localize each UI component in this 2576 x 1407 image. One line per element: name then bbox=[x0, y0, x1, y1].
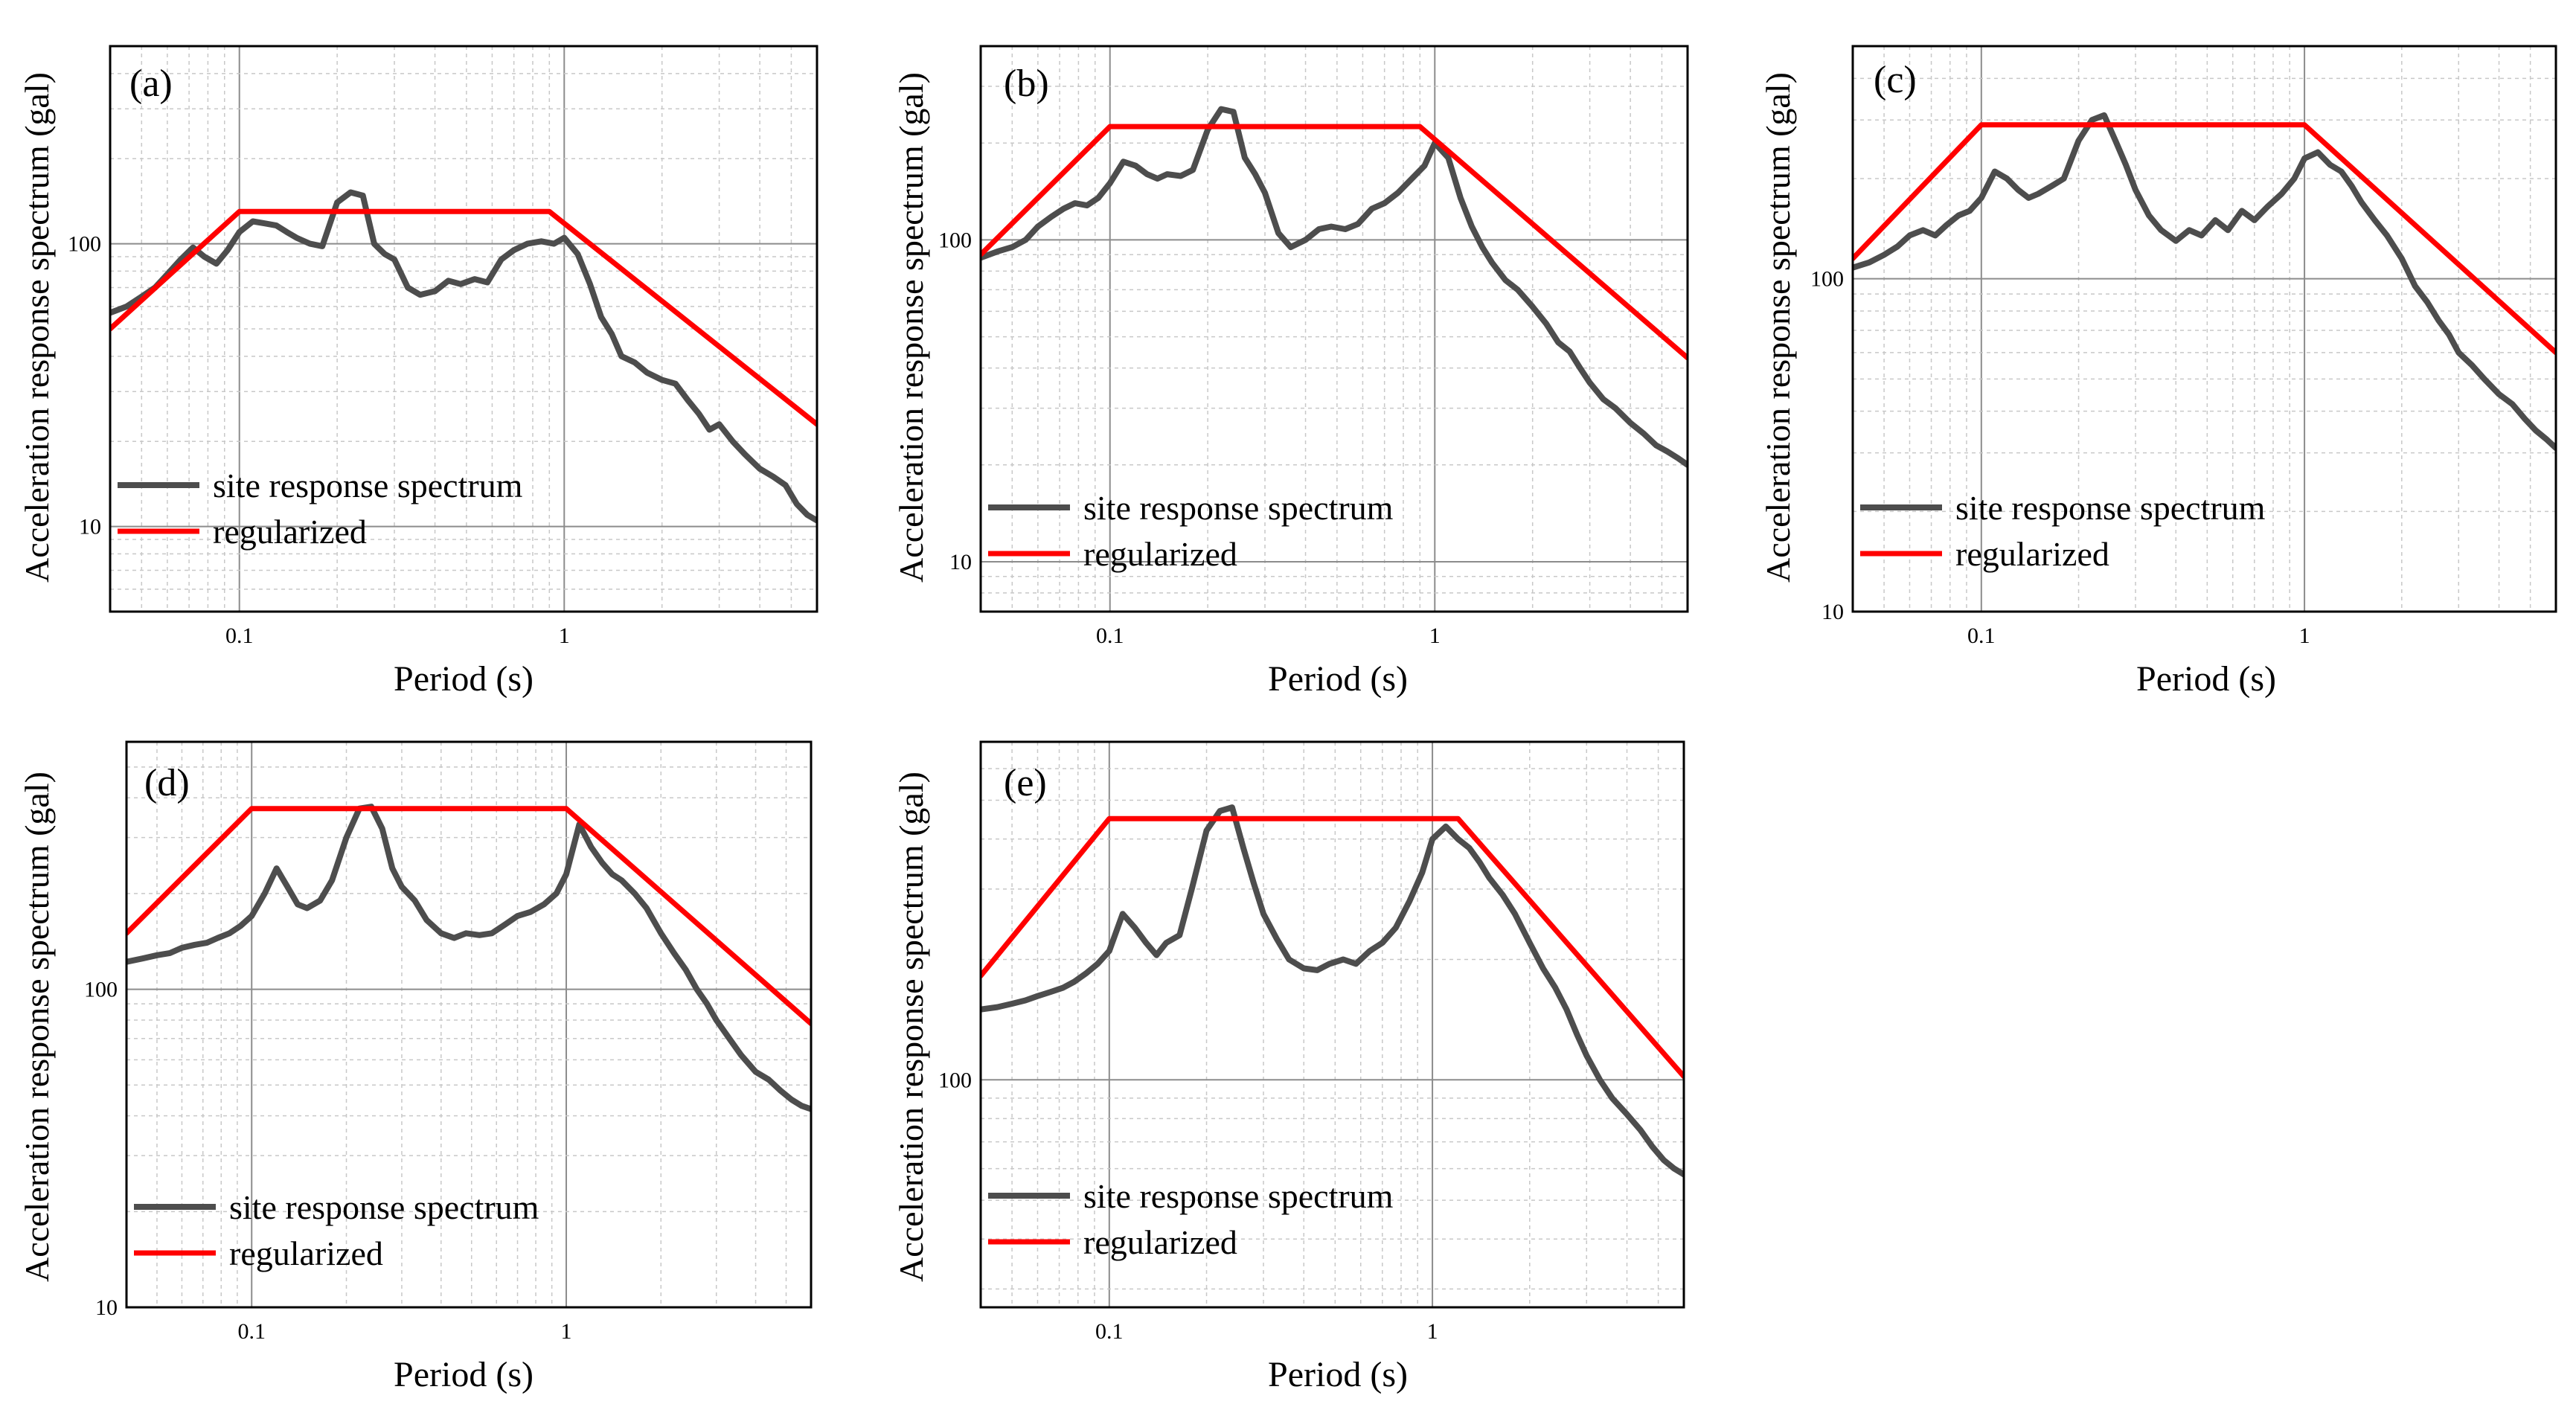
series-line-regularized-b bbox=[981, 124, 1688, 361]
legend-label-regularized: regularized bbox=[1083, 1223, 1237, 1261]
legend-label-regularized: regularized bbox=[1083, 535, 1237, 573]
x-tick-label: 1 bbox=[1427, 1319, 1438, 1344]
y-tick-label: 100 bbox=[68, 232, 101, 257]
x-axis-label-b: Period (s) bbox=[1268, 659, 1408, 699]
x-axis-label-a: Period (s) bbox=[394, 659, 534, 699]
x-axis-label-d: Period (s) bbox=[394, 1355, 534, 1394]
x-tick-label: 1 bbox=[2299, 624, 2310, 648]
grid-b bbox=[981, 46, 1688, 612]
x-tick-label: 1 bbox=[561, 1319, 572, 1344]
series-line-regularized-e bbox=[981, 815, 1684, 1080]
series-line-regularized-d bbox=[126, 806, 811, 1027]
legend-d: site response spectrum regularized bbox=[134, 1188, 539, 1272]
panel-label-d: (d) bbox=[144, 762, 190, 804]
panel-label-e: (e) bbox=[1004, 762, 1047, 804]
y-axis-label-a: Acceleration response spectrum (gal) bbox=[18, 72, 56, 583]
y-tick-label: 100 bbox=[1810, 267, 1844, 292]
legend-e: site response spectrum regularized bbox=[988, 1177, 1394, 1261]
chart-panel-b: Period (s) Acceleration response spectru… bbox=[892, 45, 1689, 699]
y-axis-label-e: Acceleration response spectrum (gal) bbox=[892, 772, 930, 1282]
y-axis-label-b: Acceleration response spectrum (gal) bbox=[892, 72, 930, 583]
y-tick-label: 100 bbox=[938, 1068, 972, 1092]
y-axis-label-d: Acceleration response spectrum (gal) bbox=[18, 772, 56, 1282]
y-tick-label: 100 bbox=[938, 228, 972, 252]
y-tick-label: 10 bbox=[79, 515, 101, 539]
grid-a bbox=[110, 46, 817, 612]
legend-c: site response spectrum regularized bbox=[1860, 489, 2266, 573]
legend-label-site: site response spectrum bbox=[1955, 489, 2266, 527]
x-axis-label-e: Period (s) bbox=[1268, 1355, 1408, 1394]
y-tick-label: 100 bbox=[84, 978, 118, 1002]
x-tick-label: 1 bbox=[559, 624, 570, 648]
legend-label-site: site response spectrum bbox=[213, 467, 523, 504]
legend-label-regularized: regularized bbox=[229, 1234, 383, 1272]
x-axis-label-c: Period (s) bbox=[2136, 659, 2276, 699]
series-line-site-a bbox=[110, 189, 817, 524]
series-line-site-e bbox=[981, 804, 1684, 1178]
x-tick-label: 1 bbox=[1429, 624, 1441, 648]
panel-label-c: (c) bbox=[1874, 59, 1917, 101]
plot-frame-a bbox=[109, 45, 818, 613]
legend-label-regularized: regularized bbox=[213, 513, 367, 551]
panel-label-a: (a) bbox=[129, 63, 173, 105]
y-tick-label: 10 bbox=[95, 1295, 118, 1320]
y-axis-label-c: Acceleration response spectrum (gal) bbox=[1759, 72, 1797, 583]
x-tick-label: 0.1 bbox=[225, 624, 254, 648]
series-line-site-b bbox=[981, 106, 1688, 468]
plot-frame-c bbox=[1851, 45, 2557, 613]
panel-label-b: (b) bbox=[1004, 63, 1049, 105]
plot-frame-b bbox=[979, 45, 1689, 613]
chart-panel-d: Period (s) Acceleration response spectru… bbox=[18, 740, 813, 1394]
legend-label-regularized: regularized bbox=[1955, 535, 2109, 573]
chart-panel-c: Period (s) Acceleration response spectru… bbox=[1759, 45, 2557, 699]
legend-label-site: site response spectrum bbox=[229, 1188, 539, 1226]
y-tick-label: 10 bbox=[1822, 600, 1844, 624]
series-line-site-d bbox=[126, 804, 811, 1112]
legend-a: site response spectrum regularized bbox=[118, 467, 523, 551]
x-tick-label: 0.1 bbox=[237, 1319, 266, 1344]
series-line-regularized-a bbox=[110, 208, 817, 427]
series-line-site-c bbox=[1853, 112, 2556, 452]
y-tick-label: 10 bbox=[949, 550, 972, 574]
plot-frame-e bbox=[979, 740, 1685, 1309]
x-tick-label: 0.1 bbox=[1095, 1319, 1124, 1344]
legend-label-site: site response spectrum bbox=[1083, 489, 1394, 527]
series-line-regularized-c bbox=[1853, 122, 2556, 356]
x-tick-label: 0.1 bbox=[1967, 624, 1996, 648]
chart-panel-a: Period (s) Acceleration response spectru… bbox=[18, 45, 818, 699]
chart-panel-e: Period (s) Acceleration response spectru… bbox=[892, 740, 1685, 1394]
plot-frame-d bbox=[125, 740, 813, 1309]
grid-e bbox=[981, 742, 1684, 1307]
grid-c bbox=[1853, 46, 2556, 612]
legend-b: site response spectrum regularized bbox=[988, 489, 1394, 573]
legend-label-site: site response spectrum bbox=[1083, 1177, 1394, 1215]
x-tick-label: 0.1 bbox=[1096, 624, 1124, 648]
